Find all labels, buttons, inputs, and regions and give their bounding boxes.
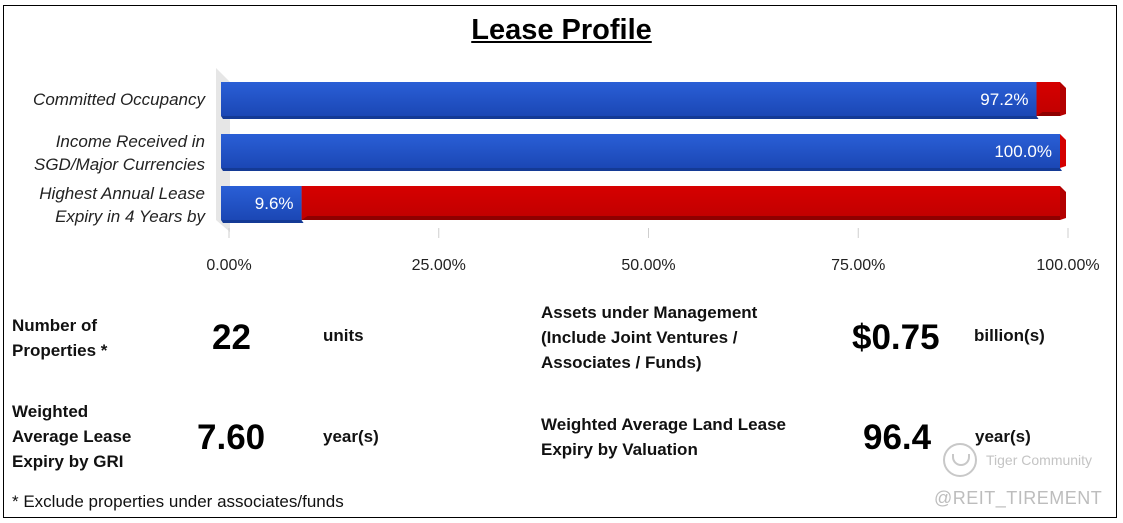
bar-value-shade-0 (221, 116, 1039, 119)
bar-value-0 (221, 82, 1037, 116)
aum-unit: billion(s) (974, 326, 1045, 345)
bar-chart: 97.2% 100.0% 9.6% 0.00% 25.00% 50.00% 75.00% 1… (33, 68, 1100, 274)
land-lease-label: Weighted Average Land Lease Expiry by Va… (541, 415, 786, 459)
bar-end-cap-1 (1060, 134, 1066, 168)
properties-unit: units (323, 326, 364, 345)
wale-value: 7.60 (197, 418, 266, 457)
bar-value-2 (221, 186, 302, 220)
tiger-community-logo-icon (943, 443, 977, 477)
watermark-brand: Tiger Community (986, 452, 1093, 468)
land-lease-unit: year(s) (975, 427, 1031, 446)
x-tick-label-3: 75.00% (831, 257, 885, 274)
panel-frame (3, 5, 1117, 518)
bar-value-shade-1 (221, 168, 1062, 171)
properties-value: 22 (212, 318, 251, 357)
bar-remainder-shade-2 (301, 216, 1066, 220)
bar-remainder-shade-0 (1036, 112, 1066, 116)
category-label-0: Committed Occupancy (33, 90, 206, 109)
bar-value-shade-2 (221, 220, 304, 223)
footnote: * Exclude properties under associates/fu… (12, 492, 344, 511)
category-label-1: Income Received in SGD/Major Currencies (34, 132, 205, 174)
watermark-handle: @REIT_TIREMENT (934, 488, 1103, 508)
aum-label: Assets under Management (Include Joint V… (541, 303, 758, 372)
bar-value-label-2: 9.6% (255, 194, 294, 213)
wale-unit: year(s) (323, 427, 379, 446)
x-tick-label-4: 100.00% (1036, 257, 1099, 274)
land-lease-value: 96.4 (863, 418, 932, 457)
bar-value-label-1: 100.0% (994, 142, 1052, 161)
bar-value-label-0: 97.2% (980, 90, 1028, 109)
category-label-2: Highest Annual Lease Expiry in 4 Years by (39, 184, 206, 226)
properties-label: Number of Properties * (12, 316, 108, 360)
chart-title: Lease Profile (471, 14, 652, 46)
bar-end-cap-2 (1060, 186, 1066, 220)
bar-end-cap-0 (1060, 82, 1066, 116)
x-tick-label-1: 25.00% (412, 257, 466, 274)
bar-remainder-0 (1036, 82, 1060, 116)
bar-remainder-2 (301, 186, 1060, 220)
x-tick-label-2: 50.00% (621, 257, 675, 274)
aum-value: $0.75 (852, 318, 940, 357)
bar-value-1 (221, 134, 1060, 168)
wale-label: Weighted Average Lease Expiry by GRI (12, 402, 132, 471)
x-tick-label-0: 0.00% (206, 257, 251, 274)
